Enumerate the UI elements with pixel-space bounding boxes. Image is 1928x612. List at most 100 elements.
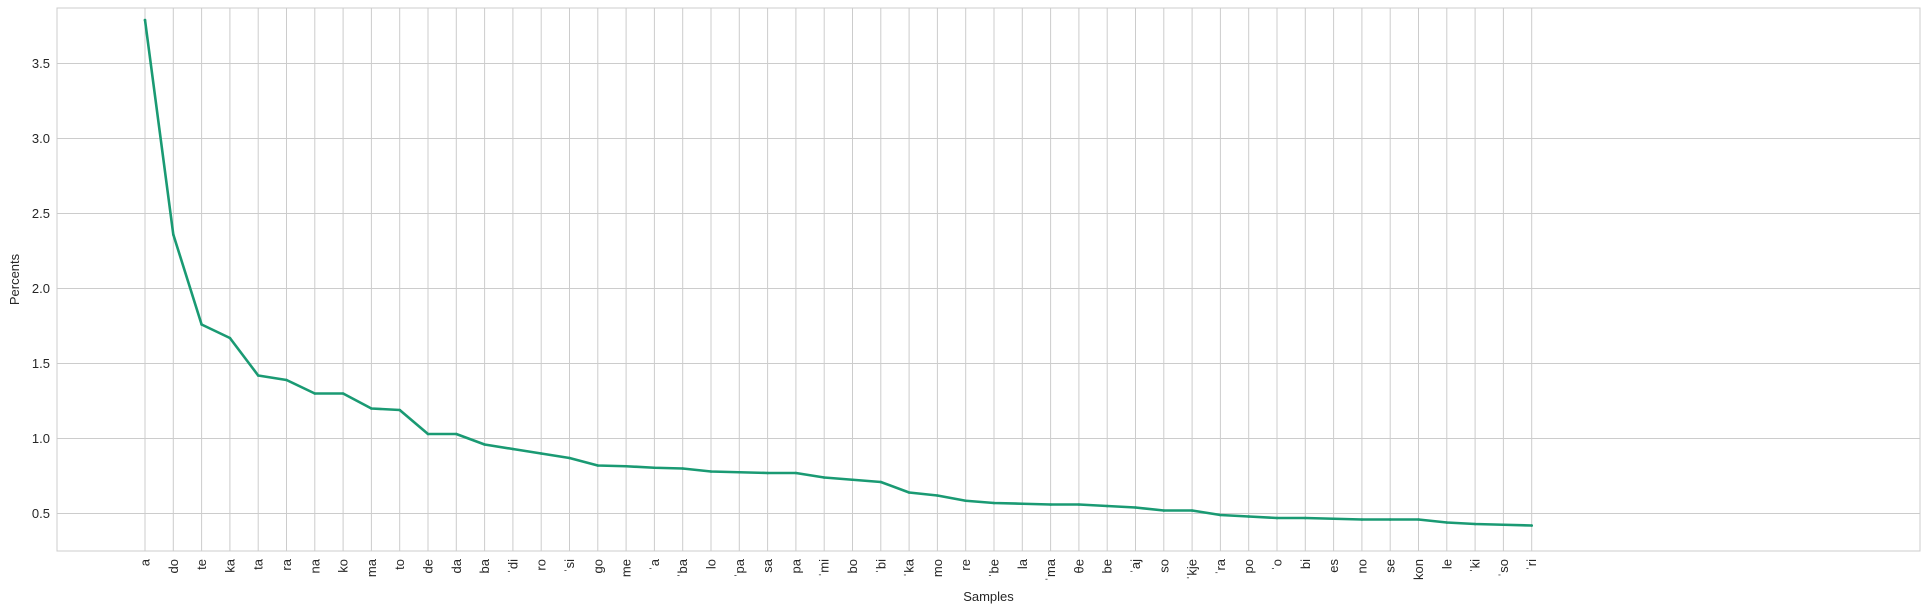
x-tick-label: bo [845, 559, 860, 573]
x-tick-label: to [392, 559, 407, 570]
data-point [597, 464, 600, 467]
x-tick-label: bi [1298, 559, 1313, 569]
data-point [1502, 523, 1505, 526]
x-tick-label: ˈdi [505, 559, 520, 574]
data-point [936, 494, 939, 497]
x-tick-label: ˈba [675, 558, 690, 578]
x-tick-label: a [138, 558, 153, 566]
x-tick-label: ta [251, 558, 266, 570]
data-point [1530, 524, 1533, 527]
x-tick-label: po [1241, 559, 1256, 573]
data-point [257, 374, 260, 377]
x-tick-label: ka [222, 558, 237, 573]
data-point [172, 233, 175, 236]
x-tick-label: sa [760, 558, 775, 573]
data-point [1474, 523, 1477, 526]
data-point [1361, 518, 1364, 521]
x-tick-label: ˈka [902, 558, 917, 577]
x-tick-label: es [1326, 559, 1341, 573]
x-tick-label: se [1383, 559, 1398, 573]
x-tick-label: ˈa [647, 558, 662, 570]
data-point [1219, 514, 1222, 517]
x-tick-label: ˈmi [817, 559, 832, 577]
y-tick-label: 1.0 [32, 431, 50, 446]
y-tick-label: 2.5 [32, 206, 50, 221]
data-point [285, 379, 288, 382]
x-tick-label: ˈo [1270, 559, 1285, 571]
data-point [1078, 503, 1081, 506]
data-point [229, 337, 232, 340]
data-point [314, 392, 317, 395]
x-tick-label: do [166, 559, 181, 573]
data-point [1049, 503, 1052, 506]
data-point [681, 467, 684, 470]
x-tick-label: no [1354, 559, 1369, 573]
x-tick-label: kon [1411, 559, 1426, 580]
data-point [1163, 509, 1166, 512]
x-tick-label: le [1439, 559, 1454, 569]
data-point [342, 392, 345, 395]
x-tick-label: da [449, 558, 464, 573]
y-tick-label: 3.5 [32, 56, 50, 71]
x-tick-label: ˈbi [873, 559, 888, 574]
x-tick-label: de [421, 559, 436, 573]
x-tick-label: ˈma [1043, 558, 1058, 581]
y-tick-label: 2.0 [32, 281, 50, 296]
data-point [1191, 509, 1194, 512]
x-tick-label: lo [704, 559, 719, 569]
x-tick-label: ˈsi [562, 559, 577, 573]
data-point [568, 457, 571, 460]
x-tick-label: ma [364, 558, 379, 577]
x-tick-label: mo [930, 559, 945, 577]
data-point [766, 472, 769, 475]
data-point [1021, 502, 1024, 505]
x-tick-label: ra [279, 558, 294, 570]
data-point [398, 409, 401, 412]
data-point [851, 478, 854, 481]
data-point [1134, 506, 1137, 509]
data-point [483, 443, 486, 446]
data-point [795, 472, 798, 475]
plot-area [57, 8, 1920, 551]
data-point [1106, 505, 1109, 508]
data-point [427, 433, 430, 436]
y-tick-labels: 0.5 1.0 1.5 2.0 2.5 3.0 3.5 [32, 56, 50, 521]
data-point [1417, 518, 1420, 521]
x-tick-label: ko [336, 559, 351, 573]
data-point [455, 433, 458, 436]
data-point [1332, 517, 1335, 520]
y-axis-title: Percents [7, 253, 22, 305]
x-tick-label: re [958, 559, 973, 571]
x-tick-label: pa [788, 558, 803, 573]
x-tick-label: ˈso [1496, 559, 1511, 577]
data-point [1446, 521, 1449, 524]
data-point [880, 481, 883, 484]
x-tick-label: ˈaj [1128, 559, 1143, 574]
x-tick-label: ˈki [1468, 559, 1483, 573]
x-tick-label: be [1100, 559, 1115, 573]
data-point [1276, 517, 1279, 520]
data-point [993, 502, 996, 505]
x-tick-label: na [307, 558, 322, 573]
data-point [625, 465, 628, 468]
x-tick-label: ˈri [1524, 559, 1539, 571]
x-tick-labels: a do te ka ta ra na ko ma to de da ba ˈdi ro ˈsi go me ˈa ˈ… [138, 558, 1540, 581]
data-point [1389, 518, 1392, 521]
data-point [738, 471, 741, 474]
x-tick-label: go [590, 559, 605, 573]
y-tick-label: 0.5 [32, 506, 50, 521]
data-point [370, 407, 373, 410]
x-tick-label: ˈbe [987, 559, 1002, 578]
x-tick-label: so [1156, 559, 1171, 573]
x-tick-label: ˈpa [732, 558, 747, 578]
x-tick-label: te [194, 559, 209, 570]
data-point [200, 323, 203, 326]
x-tick-label: ˈkje [1185, 559, 1200, 580]
x-tick-label: ˈra [1213, 558, 1228, 575]
data-point [653, 466, 656, 469]
x-tick-label: ba [477, 558, 492, 573]
x-tick-label: la [1015, 558, 1030, 569]
data-point [964, 499, 967, 502]
data-point [144, 19, 147, 22]
